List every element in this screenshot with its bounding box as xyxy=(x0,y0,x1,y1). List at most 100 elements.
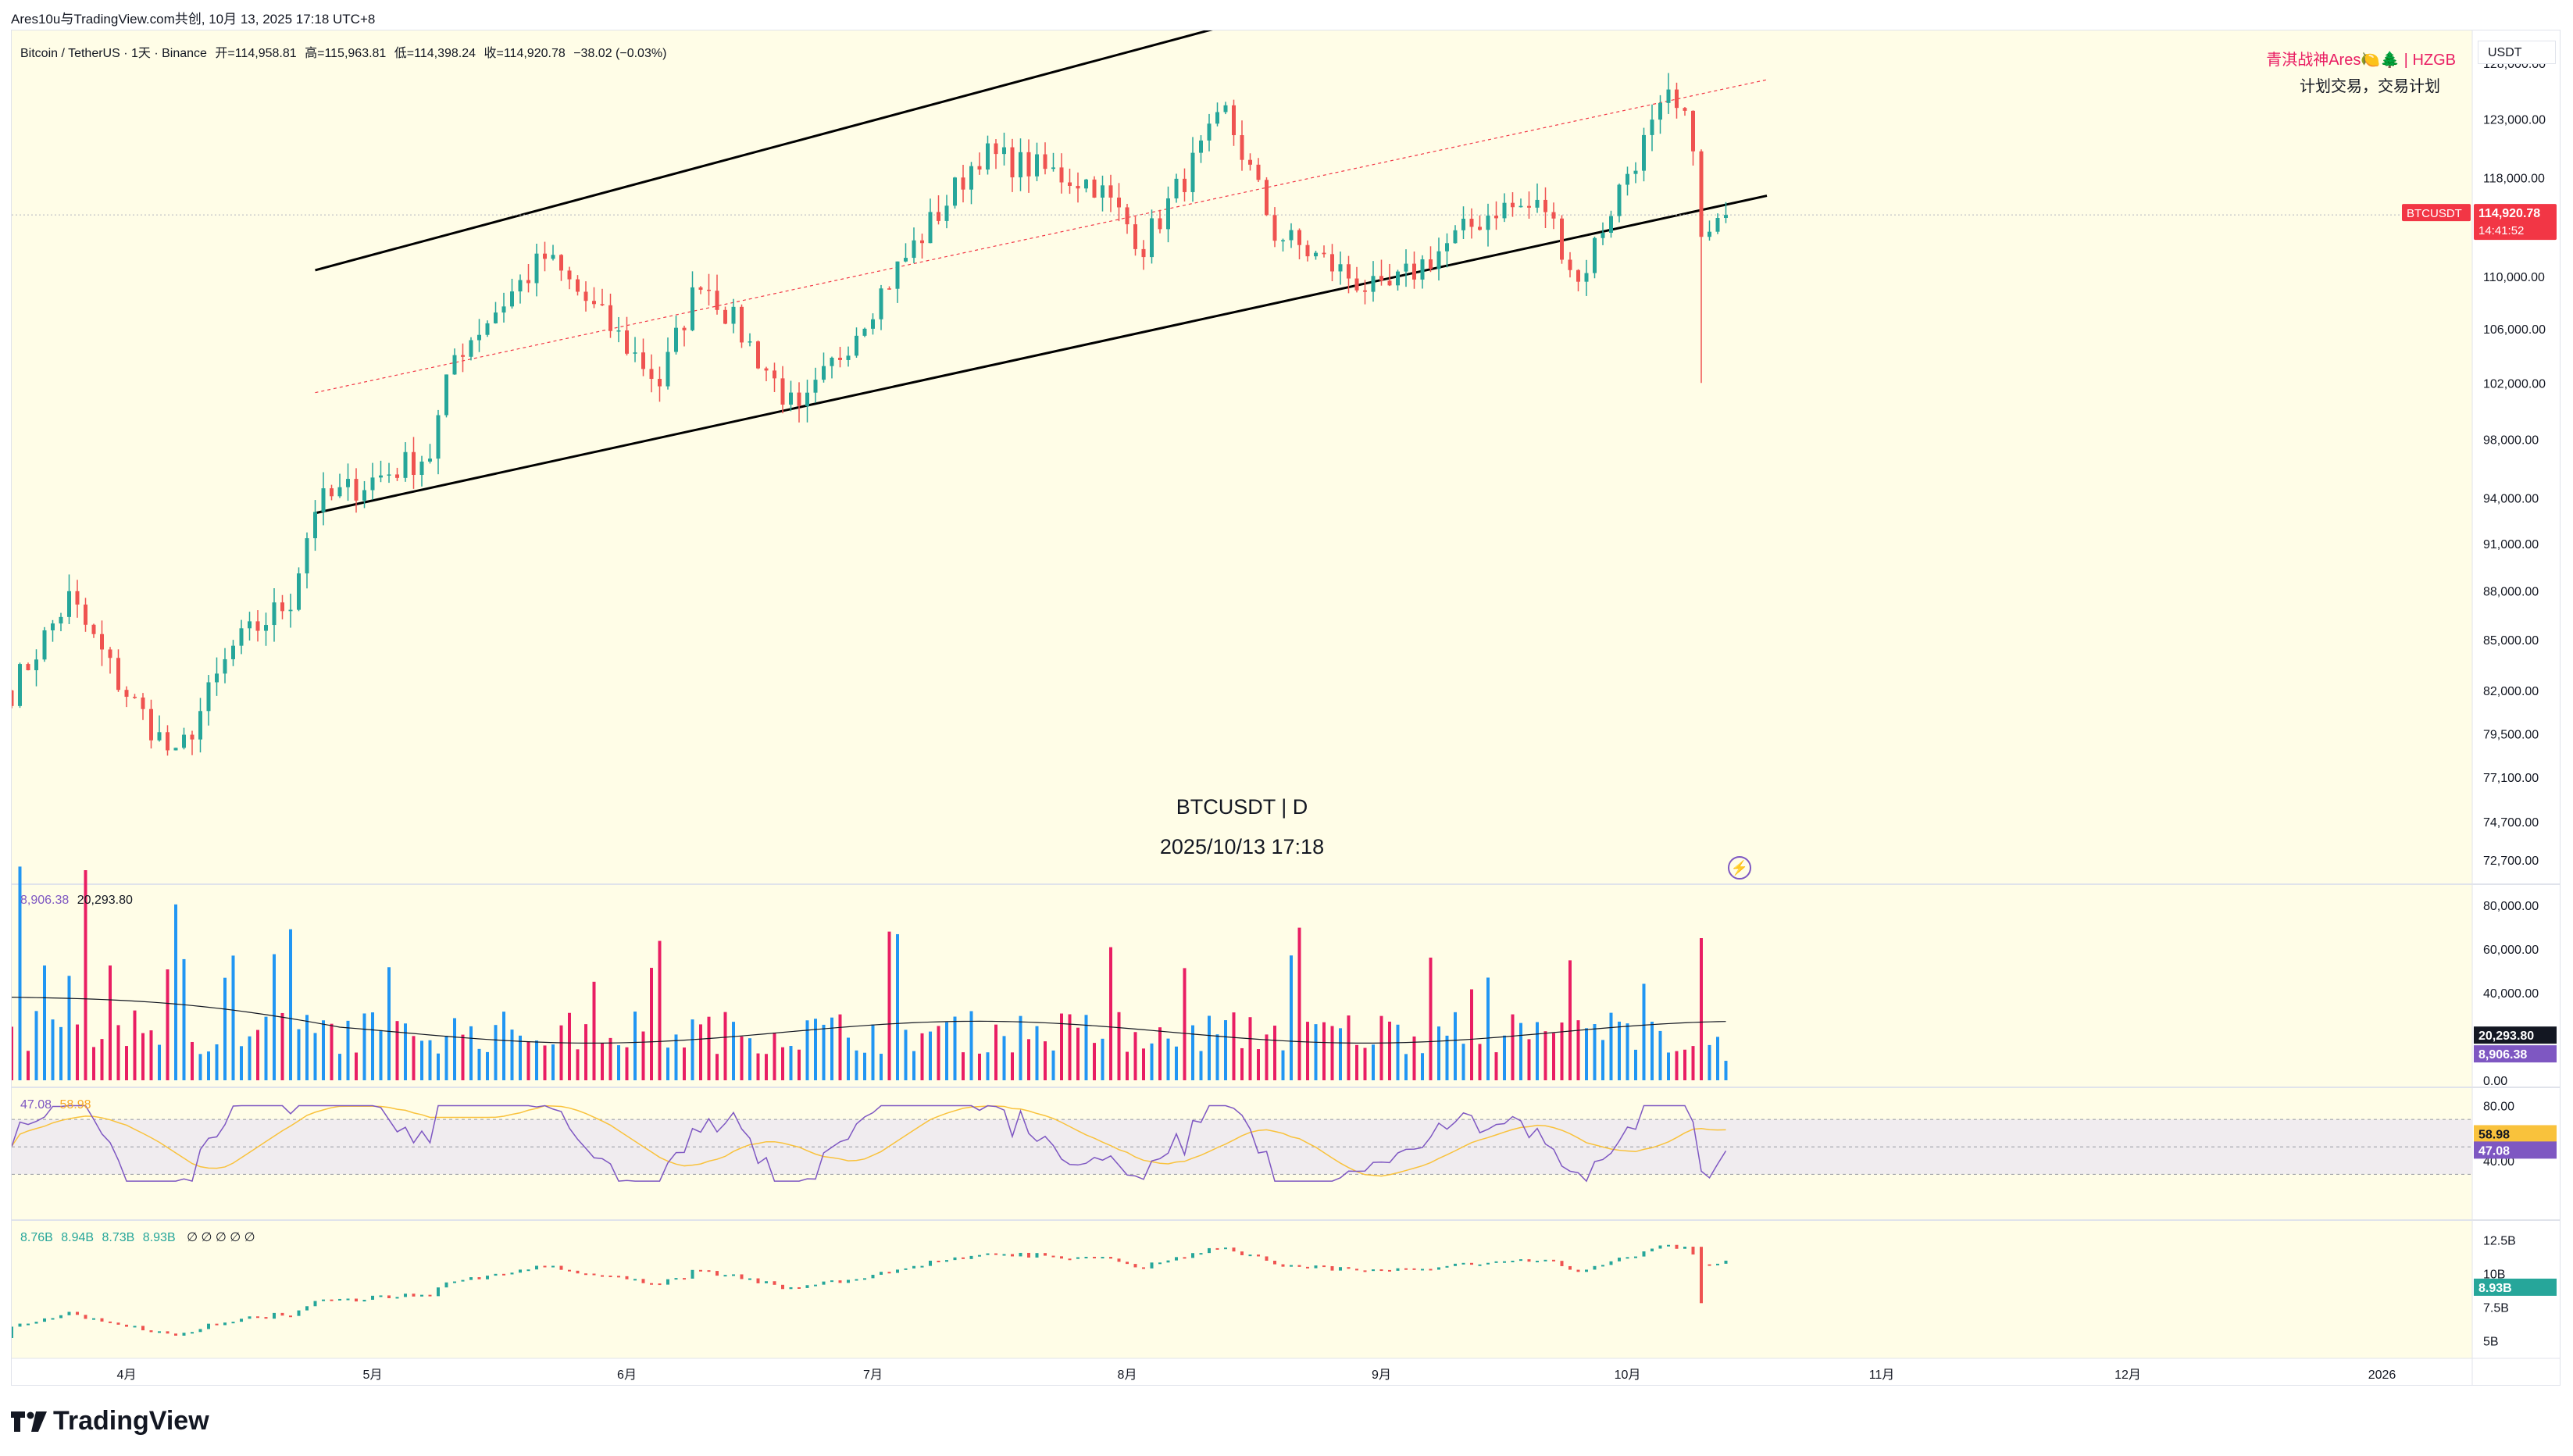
candle-body xyxy=(1584,273,1589,282)
osc-bar xyxy=(100,1318,104,1322)
volume-bar xyxy=(1396,1024,1400,1080)
candle-body xyxy=(412,451,416,475)
candle-body xyxy=(1068,182,1072,186)
osc-bar xyxy=(1683,1247,1686,1249)
volume-bar xyxy=(1576,1020,1580,1080)
volume-bar xyxy=(84,870,87,1080)
volume-bar xyxy=(880,1054,883,1080)
candle-body xyxy=(773,370,776,379)
candle-body xyxy=(658,379,662,387)
osc-bar xyxy=(1117,1258,1121,1262)
volume-bar xyxy=(1347,1015,1351,1080)
osc-bar xyxy=(608,1276,612,1278)
osc-bar xyxy=(174,1333,177,1336)
osc-bar xyxy=(1372,1269,1375,1272)
time-tick-label: 12月 xyxy=(2114,1369,2141,1382)
chart-canvas[interactable]: 128,000.00123,000.00118,000.00110,000.00… xyxy=(12,30,2560,1385)
volume-bar xyxy=(387,967,391,1080)
osc-bar xyxy=(969,1255,973,1259)
volume-bar xyxy=(863,1052,866,1080)
osc-badge: 8.93B xyxy=(2478,1282,2512,1295)
osc-bar xyxy=(789,1286,793,1290)
osc-bar xyxy=(1093,1256,1096,1258)
osc-bar xyxy=(740,1274,744,1279)
time-tick-label: 2026 xyxy=(2368,1369,2396,1382)
price-tick-label: 94,000.00 xyxy=(2483,493,2539,506)
volume-bar xyxy=(1093,1043,1096,1080)
osc-bar xyxy=(953,1257,957,1261)
osc-bar xyxy=(76,1311,79,1315)
volume-tick-label: 0.00 xyxy=(2483,1075,2507,1088)
volume-bar xyxy=(355,1052,358,1080)
volume-bar xyxy=(494,1025,498,1080)
volume-bar xyxy=(1363,1047,1367,1080)
volume-bar xyxy=(691,1019,694,1080)
candle-body xyxy=(461,355,465,357)
volume-bar xyxy=(1044,1041,1047,1080)
candle-body xyxy=(731,306,736,324)
candle-body xyxy=(1117,197,1121,208)
osc-bar xyxy=(1536,1261,1539,1263)
volume-tick-label: 40,000.00 xyxy=(2483,987,2539,1001)
candle-body xyxy=(1412,263,1416,280)
symbol-name[interactable]: Bitcoin / TetherUS · 1天 · Binance xyxy=(20,47,207,60)
volume-bar xyxy=(12,1026,13,1080)
price-tick-label: 118,000.00 xyxy=(2483,172,2545,185)
osc-bar xyxy=(1494,1261,1498,1263)
volume-bar xyxy=(256,1030,259,1080)
volume-bar xyxy=(543,1045,547,1080)
volume-bar xyxy=(732,1022,735,1080)
osc-bar xyxy=(289,1315,292,1318)
chart-frame[interactable]: 128,000.00123,000.00118,000.00110,000.00… xyxy=(11,30,2561,1386)
candle-body xyxy=(1002,147,1006,155)
candle-body xyxy=(1232,105,1236,136)
osc-bar xyxy=(1330,1265,1334,1271)
volume-bar xyxy=(937,1026,940,1080)
volume-bar xyxy=(1519,1022,1522,1080)
price-tick-label: 85,000.00 xyxy=(2483,634,2539,648)
candle-body xyxy=(321,488,326,512)
volume-bar xyxy=(838,1014,842,1080)
osc-bar xyxy=(1183,1257,1187,1259)
volume-bar xyxy=(592,981,596,1080)
candle-body xyxy=(379,475,383,478)
volume-bar xyxy=(986,1052,990,1080)
volume-bar xyxy=(1601,1040,1604,1080)
volume-bar xyxy=(896,933,899,1080)
osc-bar xyxy=(1297,1265,1301,1267)
candle-body xyxy=(1248,159,1252,165)
volume-bar xyxy=(412,1036,416,1080)
volume-bar xyxy=(34,1011,38,1080)
osc-bar xyxy=(641,1279,645,1283)
osc-bar xyxy=(830,1280,833,1283)
candle-body xyxy=(1518,205,1523,208)
volume-bar xyxy=(814,1019,817,1080)
volume-bar xyxy=(1133,1032,1137,1080)
price-tick-label: 77,100.00 xyxy=(2483,772,2539,785)
volume-bar xyxy=(641,1031,645,1080)
volume-bar xyxy=(67,976,71,1080)
candle-body xyxy=(354,479,359,501)
osc-bar xyxy=(1273,1261,1276,1265)
candle-body xyxy=(789,392,793,405)
tradingview-logo[interactable]: TradingView xyxy=(11,1406,209,1436)
volume-bar xyxy=(969,1011,973,1080)
chart-watermark: BTCUSDT | D 2025/10/13 17:18 xyxy=(1125,795,1359,875)
osc-bar xyxy=(149,1330,153,1333)
volume-bar xyxy=(92,1047,95,1080)
osc-bar xyxy=(863,1278,866,1280)
osc-bar xyxy=(1724,1260,1728,1264)
candle-body xyxy=(264,625,268,631)
lightning-icon[interactable]: ⚡ xyxy=(1728,856,1751,880)
candle-body xyxy=(1141,248,1146,258)
candle-body xyxy=(583,291,588,302)
page-title: Ares10u与TradingView.com共创, 10月 13, 2025 … xyxy=(11,12,376,27)
candle-body xyxy=(313,512,317,539)
currency-label[interactable]: USDT xyxy=(2478,41,2556,64)
candle-body xyxy=(608,305,612,331)
osc-bar xyxy=(1379,1269,1383,1272)
candle-body xyxy=(961,177,965,190)
osc-bar xyxy=(1519,1259,1522,1262)
osc-bar xyxy=(420,1294,423,1297)
candle-body xyxy=(403,451,408,478)
